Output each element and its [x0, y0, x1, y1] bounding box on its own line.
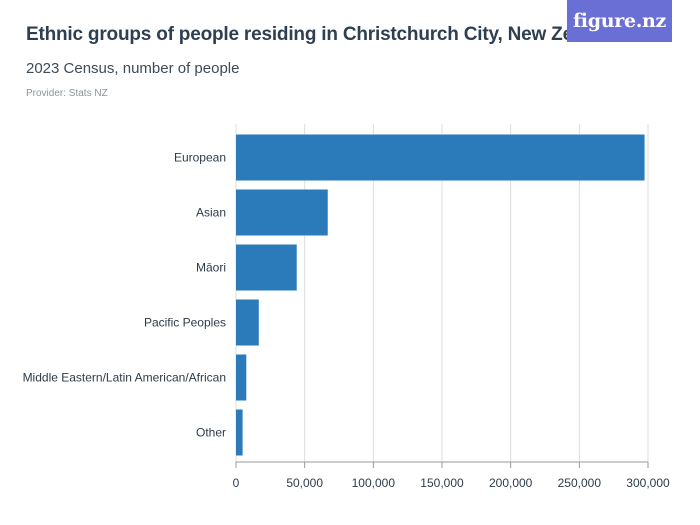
x-tick-label: 50,000: [286, 476, 323, 490]
category-label: Other: [196, 426, 226, 440]
category-label: Middle Eastern/Latin American/African: [23, 371, 226, 385]
bar: [236, 409, 243, 456]
figure-nz-logo[interactable]: figure.nz: [567, 0, 672, 42]
x-tick-label: 250,000: [558, 476, 602, 490]
x-tick-label: 100,000: [352, 476, 396, 490]
bar: [236, 354, 247, 401]
bar: [236, 189, 328, 236]
data-provider: Provider: Stats NZ: [26, 88, 108, 99]
category-label: Pacific Peoples: [144, 316, 226, 330]
x-tick-label: 150,000: [420, 476, 464, 490]
bar: [236, 134, 645, 181]
bar: [236, 244, 297, 291]
x-tick-label: 300,000: [626, 476, 670, 490]
chart-subtitle: 2023 Census, number of people: [26, 60, 240, 77]
x-tick-label: 200,000: [489, 476, 533, 490]
category-label: Asian: [196, 206, 226, 220]
bar: [236, 299, 259, 346]
category-label: European: [174, 151, 226, 165]
category-label: Māori: [196, 261, 226, 275]
x-tick-label: 0: [233, 476, 240, 490]
chart-title: Ethnic groups of people residing in Chri…: [26, 24, 622, 45]
